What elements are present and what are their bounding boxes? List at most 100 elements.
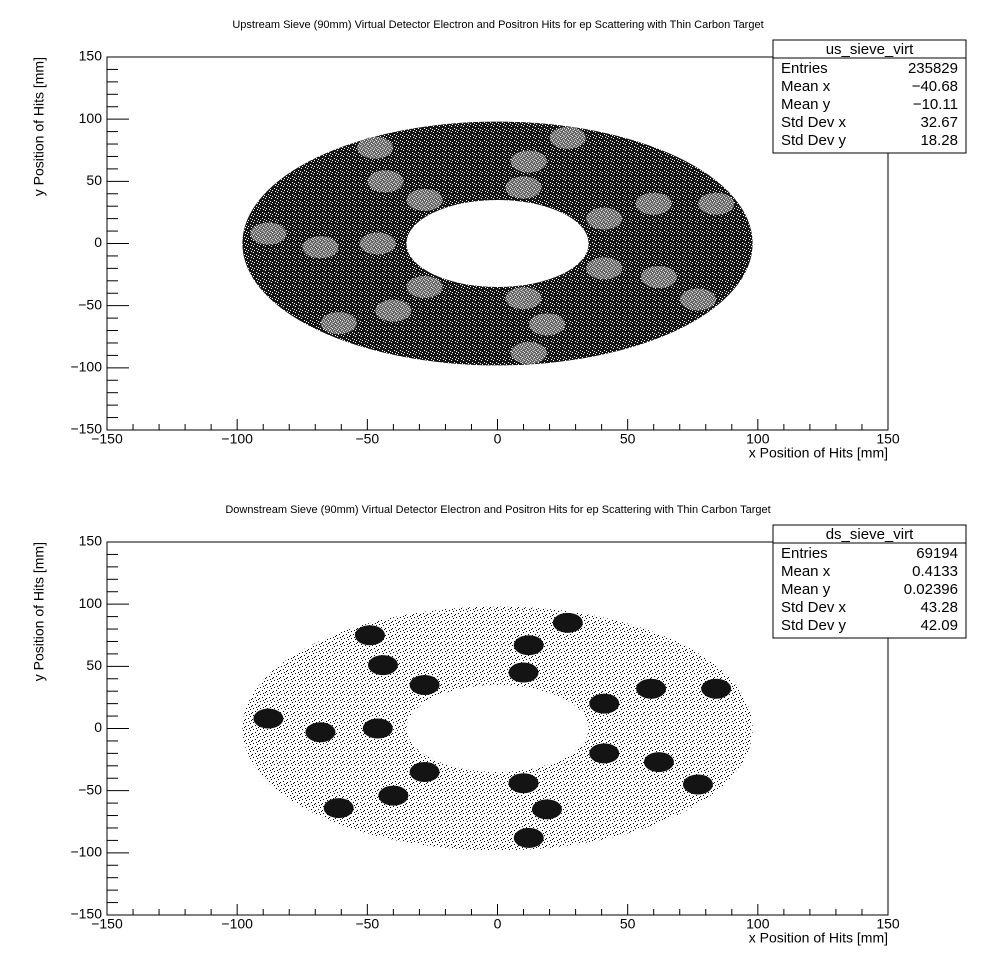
sieve-spot [250, 222, 287, 245]
sieve-spot [409, 762, 440, 783]
sieve-spot [505, 287, 542, 310]
x-tick-label: 50 [620, 916, 636, 932]
x-axis-label: x Position of Hits [mm] [749, 930, 888, 946]
stats-value: 69194 [916, 545, 958, 562]
y-tick-label: −50 [78, 296, 102, 312]
sieve-spot [552, 612, 583, 633]
stats-value: 42.09 [920, 617, 958, 634]
sieve-spot [640, 266, 677, 289]
stats-value: 18.28 [920, 132, 958, 149]
sieve-spot [513, 635, 544, 656]
stats-value: −10.11 [913, 96, 958, 113]
stats-label: Std Dev x [781, 599, 847, 616]
y-tick-label: −150 [70, 906, 102, 922]
sieve-spot [510, 341, 547, 364]
sieve-spot [701, 678, 732, 699]
sieve-spot [635, 192, 672, 215]
stats-label: Mean x [781, 78, 831, 95]
sieve-spot [508, 773, 539, 794]
plot-frame [106, 56, 889, 431]
y-tick-label: −100 [70, 359, 102, 375]
sieve-spot [302, 236, 339, 259]
sieve-spot [636, 678, 667, 699]
stats-label: Std Dev y [781, 617, 847, 634]
stats-value: 0.4133 [912, 563, 958, 580]
y-tick-label: −100 [70, 844, 102, 860]
x-tick-label: 0 [494, 431, 502, 447]
plot: Upstream Sieve (90mm) Virtual Detector E… [31, 19, 967, 461]
y-axis-label: y Position of Hits [mm] [31, 542, 47, 681]
y-axis-label: y Position of Hits [mm] [31, 57, 47, 196]
y-tick-label: −50 [78, 781, 102, 797]
sieve-spot [586, 257, 623, 280]
sieve-spot [589, 743, 620, 764]
stats-value: −40.68 [912, 78, 958, 95]
stats-label: Std Dev x [781, 114, 847, 131]
y-tick-label: 150 [79, 48, 103, 64]
x-tick-label: 0 [494, 916, 502, 932]
sieve-spot [359, 232, 396, 255]
stats-box: us_sieve_virt Entries 235829 Mean x −40.68 Me… [772, 39, 967, 154]
sieve-spot [253, 708, 284, 729]
y-tick-label: 100 [79, 595, 103, 611]
stats-name: ds_sieve_virt [826, 526, 914, 543]
plot: Downstream Sieve (90mm) Virtual Detector… [31, 504, 967, 946]
stats-name: us_sieve_virt [826, 41, 914, 58]
x-tick-label: −150 [91, 916, 123, 932]
sieve-spot [367, 170, 404, 193]
sieve-spot [354, 625, 385, 646]
y-tick-label: 0 [94, 719, 102, 735]
sieve-spot [698, 192, 735, 215]
sieve-spot [510, 150, 547, 173]
x-tick-label: −50 [355, 916, 379, 932]
sieve-spot [320, 312, 357, 335]
stats-label: Entries [781, 60, 828, 77]
chart-title: Upstream Sieve (90mm) Virtual Detector E… [232, 19, 763, 31]
stats-box: ds_sieve_virt Entries 69194 Mean x 0.4133 Mea… [772, 524, 967, 639]
x-tick-label: −100 [221, 431, 253, 447]
y-tick-label: 50 [86, 172, 102, 188]
x-tick-label: 150 [876, 431, 900, 447]
x-tick-label: 100 [746, 431, 770, 447]
y-tick-label: −150 [70, 421, 102, 437]
sieve-spot [531, 799, 562, 820]
x-tick-label: −150 [91, 431, 123, 447]
sieve-spot [679, 288, 716, 311]
x-tick-label: 150 [876, 916, 900, 932]
sieve-spot [682, 774, 713, 795]
stats-label: Std Dev y [781, 132, 847, 149]
x-tick-label: −50 [355, 431, 379, 447]
stats-value: 32.67 [920, 114, 958, 131]
sieve-spot [589, 693, 620, 714]
sieve-spot [375, 299, 412, 322]
stats-value: 0.02396 [904, 581, 958, 598]
sieve-spot [323, 798, 354, 819]
sieve-spot [406, 276, 443, 299]
stats-value: 235829 [908, 60, 958, 77]
plot-frame [106, 541, 889, 916]
stats-frame [772, 39, 967, 154]
x-axis-label: x Position of Hits [mm] [749, 445, 888, 461]
x-tick-label: 100 [746, 916, 770, 932]
sieve-spot [305, 722, 336, 743]
sieve-spot [508, 662, 539, 683]
sieve-spot [362, 718, 393, 739]
sieve-spot [409, 674, 440, 695]
sieve-spot [357, 136, 394, 159]
sieve-spot [513, 827, 544, 848]
stats-label: Entries [781, 545, 828, 562]
stats-label: Mean y [781, 96, 831, 113]
sieve-spot [378, 785, 409, 806]
sieve-spot [528, 313, 565, 336]
y-tick-label: 50 [86, 657, 102, 673]
sieve-spot [406, 188, 443, 211]
sieve-spot [549, 126, 586, 149]
y-tick-label: 150 [79, 533, 103, 549]
stats-label: Mean x [781, 563, 831, 580]
sieve-spot [586, 207, 623, 230]
x-tick-label: −100 [221, 916, 253, 932]
sieve-spot [505, 176, 542, 199]
chart-title: Downstream Sieve (90mm) Virtual Detector… [225, 504, 770, 516]
y-tick-label: 100 [79, 110, 103, 126]
